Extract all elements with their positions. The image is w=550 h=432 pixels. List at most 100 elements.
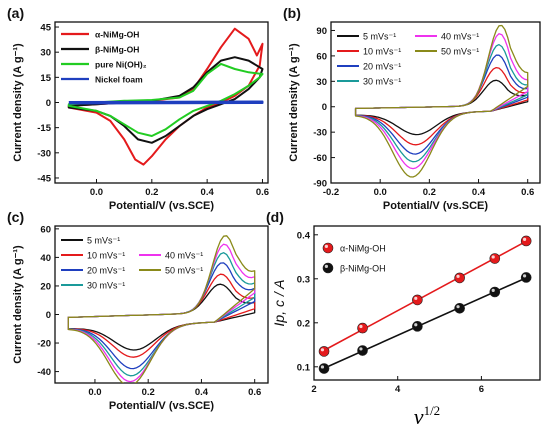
x-axis-label-main: v — [414, 404, 424, 429]
legend-label-1: 10 mVs⁻¹ — [363, 47, 401, 57]
plot-frame — [313, 225, 541, 381]
y-tick-label: -30 — [37, 148, 51, 159]
series-line-3 — [68, 100, 264, 105]
legend-label-2: 20 mVs⁻¹ — [363, 62, 401, 72]
y-tick-label: 40 — [40, 253, 51, 264]
y-axis-label: Current density (A g⁻¹) — [12, 43, 24, 162]
y-tick-label: -90 — [313, 179, 327, 190]
data-point — [454, 302, 465, 314]
legend-label-4: 40 mVs⁻¹ — [441, 32, 479, 42]
x-tick-label: -0.2 — [323, 187, 339, 198]
x-tick-label: 0.4 — [472, 187, 486, 198]
series-line-1 — [67, 56, 264, 144]
legend-label-1: 10 mVs⁻¹ — [87, 251, 125, 261]
legend-label-3: 30 mVs⁻¹ — [363, 77, 401, 87]
x-tick-label: 0.2 — [145, 187, 158, 198]
legend-marker-highlight — [324, 244, 328, 248]
data-point — [489, 253, 501, 264]
y-tick-label: 20 — [40, 281, 51, 292]
y-tick-label: 0 — [322, 102, 327, 113]
x-tick-label: 0.2 — [142, 387, 155, 398]
legend-label-3: 30 mVs⁻¹ — [87, 281, 125, 291]
panel-label: (a) — [7, 5, 24, 21]
legend-label-3: Nickel foam — [95, 75, 143, 85]
data-point-highlight — [414, 296, 418, 300]
series-line-2 — [67, 62, 264, 137]
legend-marker-0 — [322, 242, 334, 254]
y-tick-label: -20 — [37, 339, 51, 350]
y-tick-label: 0.4 — [297, 230, 311, 241]
x-axis-label: Potential/V (vs.SCE) — [109, 400, 214, 412]
data-point-highlight — [320, 365, 325, 369]
legend-label-0: 5 mVs⁻¹ — [363, 32, 396, 42]
y-tick-label: 0.3 — [297, 274, 310, 285]
legend-label-5: 50 mVs⁻¹ — [441, 47, 479, 57]
x-tick-label: 0.6 — [256, 187, 269, 198]
legend-label-2: pure Ni(OH)₂ — [95, 60, 147, 70]
legend-marker-1 — [322, 262, 334, 274]
x-tick-label: 0.2 — [423, 187, 436, 198]
x-tick-label: 0.0 — [90, 187, 103, 198]
y-axis-label: Current density (A g⁻¹) — [288, 43, 300, 162]
data-point — [520, 272, 532, 283]
legend-marker-highlight — [324, 264, 328, 268]
legend-label-4: 40 mVs⁻¹ — [165, 251, 203, 261]
x-tick-label: 6 — [479, 384, 484, 395]
legend-label-0: 5 mVs⁻¹ — [87, 236, 120, 246]
series-line-2 — [67, 262, 256, 370]
x-axis-label: Potential/V (vs.SCE) — [383, 200, 488, 212]
series-line-5 — [67, 235, 256, 383]
x-tick-label: 2 — [311, 384, 316, 395]
x-tick-label: 0.0 — [374, 187, 387, 198]
data-point — [357, 322, 368, 334]
y-tick-label: -40 — [37, 367, 51, 378]
plot-frame — [54, 225, 269, 384]
panel-label: (b) — [283, 5, 301, 21]
legend-label-0: α-NiMg-OH — [95, 30, 139, 40]
x-axis-label-sup: 1/2 — [424, 403, 441, 418]
data-point-highlight — [456, 274, 460, 278]
plot-area — [67, 27, 264, 166]
plot-area — [354, 24, 529, 178]
data-point — [357, 345, 368, 356]
legend-label-1: β-NiMg-OH — [340, 264, 386, 274]
x-tick-label: 0.0 — [88, 387, 101, 398]
data-point-highlight — [456, 305, 460, 309]
data-point — [412, 294, 423, 306]
panel-d: 2 4 6 0.1 0.2 0.3 0.4 (d) v1/2 Ip, c / A α-NiMg-OH… — [266, 209, 541, 429]
legend-label-0: α-NiMg-OH — [340, 244, 386, 254]
plot-frame — [330, 21, 541, 184]
y-tick-label: 0.2 — [297, 318, 310, 329]
y-tick-label: 0.1 — [297, 362, 311, 373]
y-tick-label: 0 — [46, 98, 51, 109]
y-tick-label: 45 — [40, 23, 51, 34]
data-point-highlight — [522, 237, 527, 241]
y-axis-label: Current density (A g⁻¹) — [12, 245, 24, 364]
data-point-highlight — [522, 274, 527, 278]
x-tick-label: 0.4 — [201, 187, 215, 198]
plot-area — [67, 235, 256, 383]
y-tick-label: 0 — [46, 310, 51, 321]
data-point — [412, 321, 423, 332]
data-point — [318, 346, 330, 357]
data-point — [489, 286, 501, 298]
y-tick-label: -30 — [313, 128, 327, 139]
data-point — [520, 235, 532, 247]
panel-b: -0.2 0.0 0.2 0.4 0.6 -90 -60 -30 0 30 60 90 (b) Poten… — [283, 5, 541, 212]
y-tick-label: -45 — [37, 173, 51, 184]
data-point-highlight — [320, 348, 325, 352]
x-tick-label: 0.6 — [521, 187, 534, 198]
data-point-highlight — [491, 288, 495, 292]
y-tick-label: 60 — [40, 224, 51, 235]
data-point — [318, 363, 330, 374]
data-point-highlight — [359, 324, 363, 329]
y-axis-label: Ip, c / A — [271, 280, 287, 327]
panel-a: 0.0 0.2 0.4 0.6 -45 -30 -15 0 15 30 45 (a) Potential… — [7, 5, 269, 212]
panel-label: (d) — [266, 209, 284, 225]
y-tick-label: 15 — [40, 73, 51, 84]
y-tick-label: 30 — [316, 77, 327, 88]
data-point — [454, 272, 465, 284]
data-point-highlight — [359, 347, 363, 351]
x-axis-label: v1/2 — [414, 403, 440, 429]
